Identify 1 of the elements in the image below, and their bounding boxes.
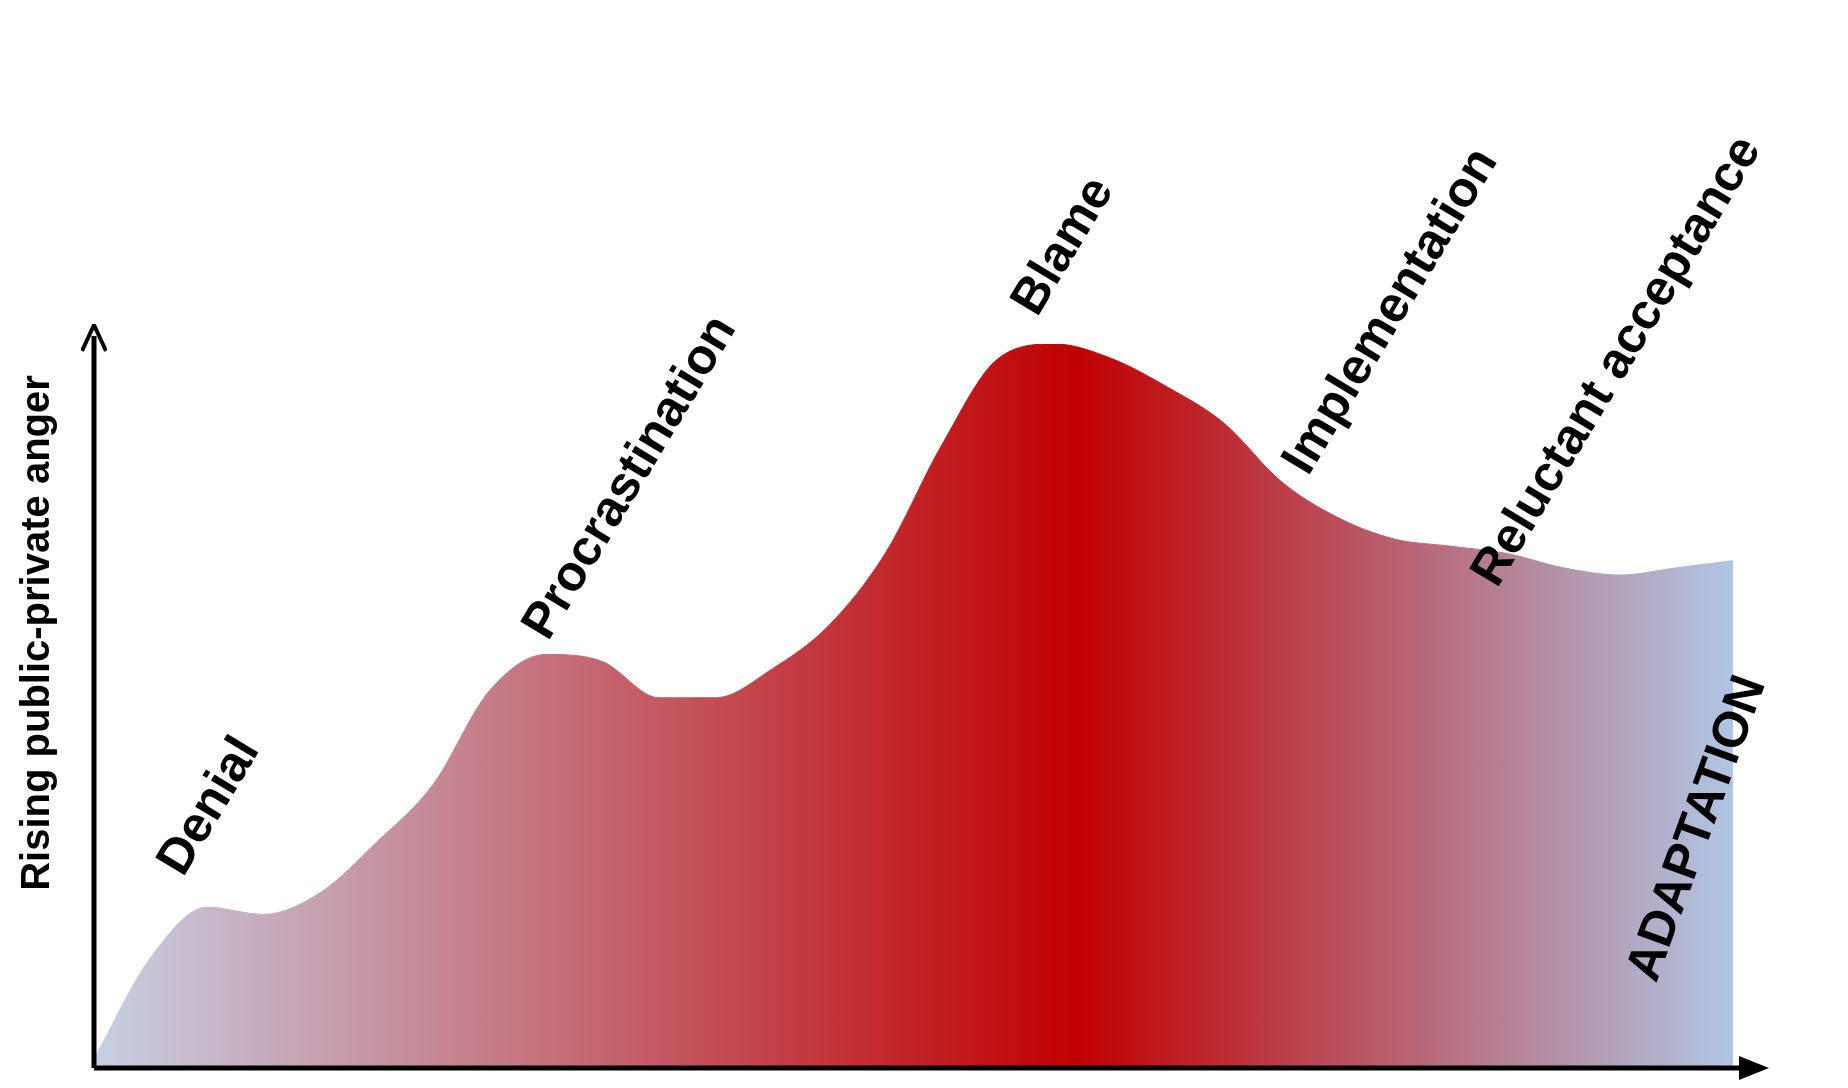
y-axis-title: Rising public-private anger xyxy=(13,375,58,891)
